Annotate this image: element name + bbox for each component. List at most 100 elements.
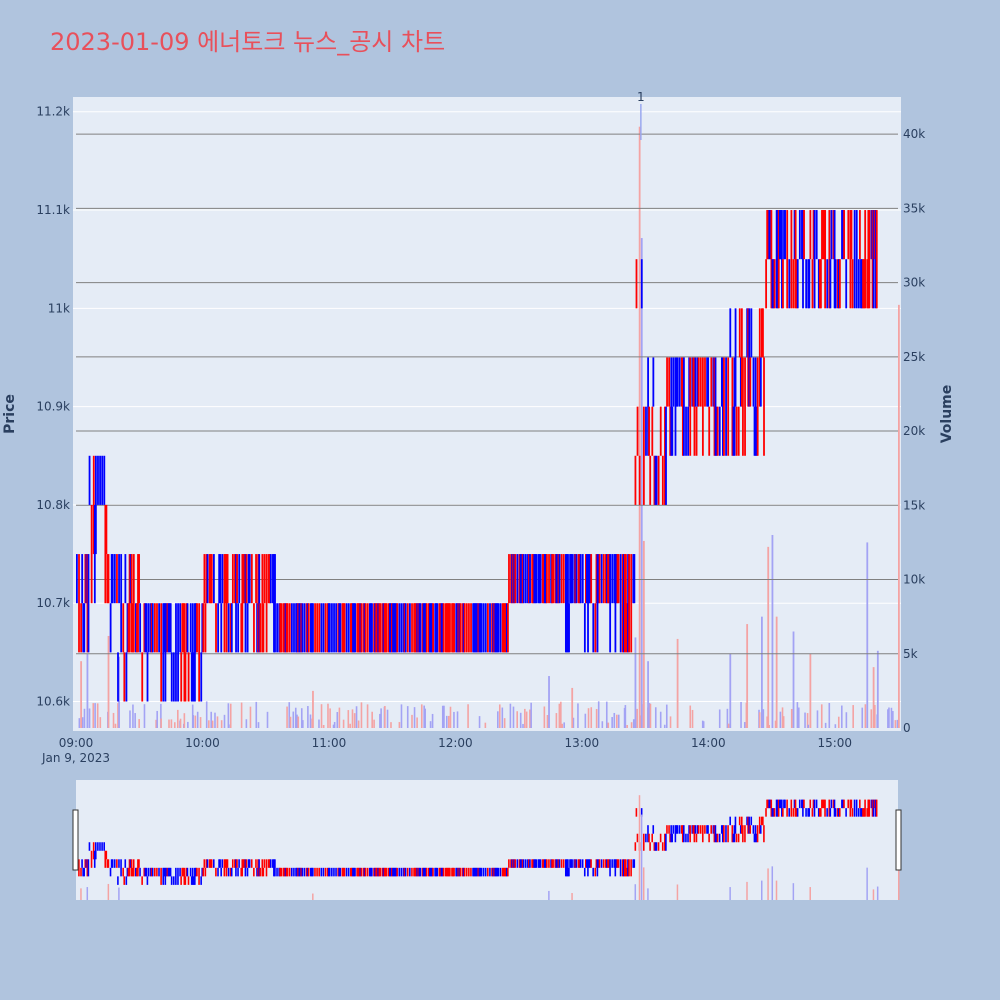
price-candle: [394, 603, 397, 653]
slider-candle: [187, 876, 190, 885]
slider-candle: [139, 867, 141, 877]
price-candle: [501, 603, 504, 653]
slider-candle: [539, 859, 542, 868]
volume-bar: [114, 723, 117, 728]
price-candle: [123, 652, 126, 702]
price-candle: [558, 554, 561, 604]
price-candle: [573, 554, 576, 604]
volume-bar: [255, 701, 258, 728]
price-candle: [206, 554, 209, 604]
price-candle: [504, 603, 507, 653]
price-candle: [805, 259, 808, 309]
price-candle: [776, 210, 779, 309]
price-candle: [495, 603, 498, 653]
price-candle: [84, 554, 87, 604]
volume-bar: [336, 712, 339, 728]
slider-candle: [473, 867, 475, 877]
price-candle: [184, 652, 187, 702]
price-candle: [402, 603, 405, 653]
price-candle: [169, 603, 172, 653]
price-candle: [608, 554, 610, 604]
volume-bar: [92, 703, 95, 728]
price-candle: [621, 554, 624, 653]
volume-bar: [864, 704, 867, 728]
price-candle: [701, 357, 704, 456]
volume-bar: [288, 702, 291, 728]
slider-candle: [773, 808, 776, 817]
slider-candle: [808, 808, 811, 817]
slider-candle: [699, 825, 702, 834]
slider-candle: [436, 867, 439, 877]
slider-candle: [669, 833, 671, 843]
price-candle: [836, 259, 839, 309]
volume-bar: [837, 716, 840, 728]
price-candle: [383, 603, 386, 653]
slider-candle: [93, 850, 96, 868]
price-candle: [842, 210, 844, 260]
volume-bar: [634, 637, 637, 728]
price-candle: [729, 308, 732, 358]
price-candle: [156, 603, 158, 653]
volume-bar: [413, 707, 416, 728]
slider-candle: [494, 867, 496, 877]
slider-candle: [339, 867, 342, 877]
volume-bar: [894, 720, 897, 728]
slider-candle: [796, 808, 799, 817]
slider-candle: [853, 799, 856, 817]
slider-candle: [538, 859, 541, 868]
price-candle: [431, 603, 433, 653]
price-candle: [379, 603, 382, 653]
price-candle: [180, 652, 183, 702]
price-candle: [769, 210, 772, 260]
price-candle: [513, 554, 516, 604]
slider-candle: [502, 867, 505, 877]
volume-bar: [649, 703, 652, 728]
price-candle: [567, 554, 569, 653]
volume-bar: [761, 616, 763, 728]
slider-candle: [824, 799, 826, 817]
volume-bar: [659, 711, 662, 728]
volume-bar: [199, 717, 202, 728]
range-slider-background[interactable]: [76, 780, 898, 900]
price-candle: [245, 554, 248, 604]
slider-candle: [241, 859, 244, 877]
price-candle: [765, 259, 768, 309]
price-candle: [453, 603, 456, 653]
price-candle: [619, 554, 622, 653]
price-candle: [524, 554, 527, 604]
slider-candle: [871, 799, 874, 817]
slider-candle: [651, 833, 653, 843]
range-slider-left-handle[interactable]: [72, 809, 79, 871]
price-candle: [261, 554, 264, 653]
slider-candle: [103, 842, 105, 851]
price-candle: [790, 210, 793, 309]
volume-bar: [669, 716, 672, 728]
slider-candle: [873, 799, 876, 809]
price-candle: [198, 603, 201, 702]
range-slider-right-handle[interactable]: [895, 809, 902, 871]
price-candle: [725, 357, 727, 456]
slider-candle: [347, 867, 350, 877]
slider-candle: [86, 859, 89, 877]
slider-candle: [391, 867, 393, 877]
volume-tick-label: 35k: [903, 201, 925, 215]
price-candle: [494, 603, 497, 653]
slider-candle: [147, 867, 150, 877]
slider-candle: [445, 867, 448, 877]
price-candle: [331, 603, 333, 653]
price-candle: [722, 357, 724, 456]
slider-candle: [164, 867, 167, 885]
price-candle: [391, 603, 393, 653]
price-candle: [351, 603, 353, 653]
volume-bar: [642, 540, 645, 728]
price-candle: [732, 406, 735, 456]
volume-bar: [870, 709, 873, 728]
slider-candle: [180, 876, 182, 885]
price-tick-label: 11.2k: [36, 105, 70, 119]
slider-candle: [470, 867, 472, 877]
volume-bar: [872, 667, 875, 728]
slider-candle: [236, 859, 238, 868]
volume-bar: [768, 724, 771, 728]
volume-bar: [349, 723, 351, 728]
price-candle: [544, 554, 547, 604]
